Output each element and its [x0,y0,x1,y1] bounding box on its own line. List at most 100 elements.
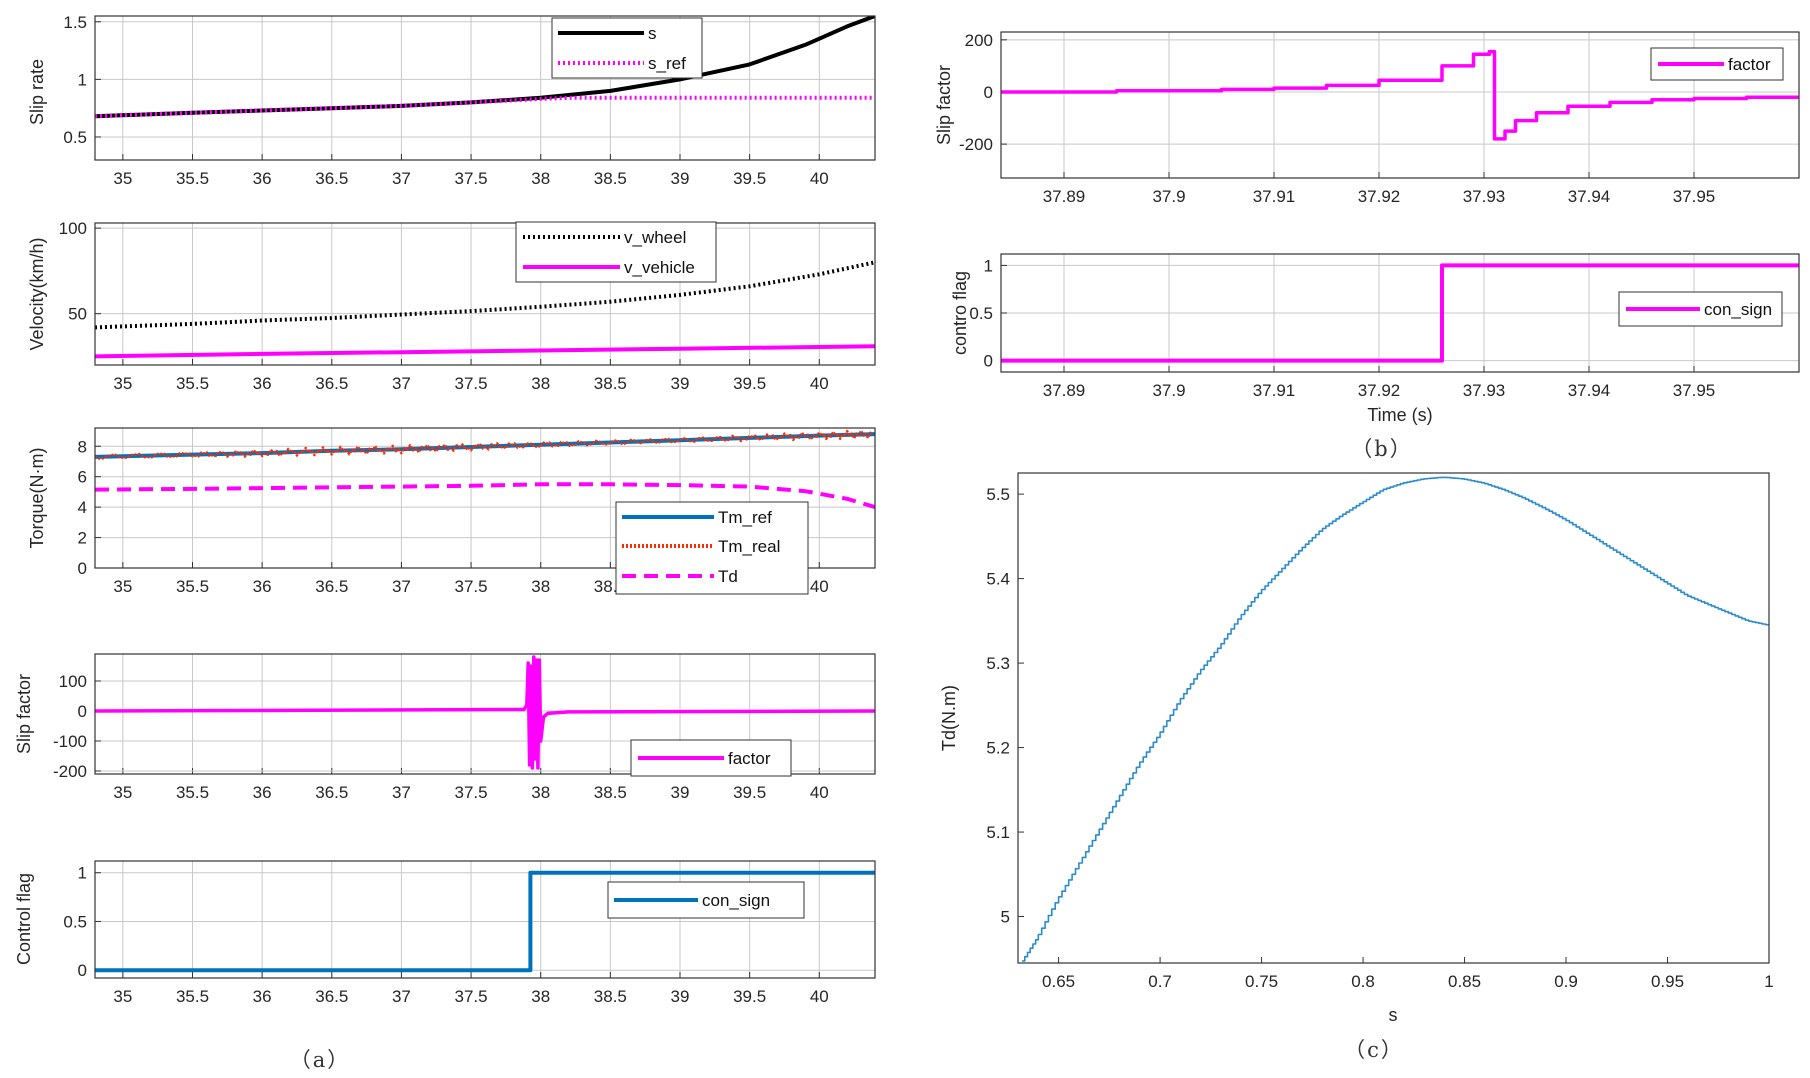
x-tick-label: 38 [531,374,550,393]
x-tick-label: 0.9 [1554,972,1578,991]
y-tick-label: 0 [78,961,87,980]
legend-label-td: Td [718,567,738,586]
x-tick-label: 39 [671,169,690,188]
x-tick-label: 36.5 [315,783,348,802]
y-tick-label: 1 [78,864,87,883]
subplot-td-vs-s: 0.65 0.7 0.75 0.8 0.85 0.9 0.95 1 5 5.1 5.2 5.3 5.4 5… [939,472,1774,1025]
x-tick-label: 39.5 [733,987,766,1006]
x-tick-label: 37 [392,577,411,596]
y-tick-label: 50 [68,305,87,324]
x-tick-label: 38 [531,783,550,802]
ylabel-slip-rate: Slip rate [27,59,47,125]
subplot-control-flag: 35 35.5 36 36.5 37 37.5 38 38.5 39 39.5 40 0 0.5 1 Co… [14,860,876,1006]
ylabel-control-flag: Control flag [14,873,34,965]
x-tick-label: 37.5 [455,987,488,1006]
x-tick-label: 37.94 [1568,381,1611,400]
y-tick-label: 0.5 [63,128,87,147]
legend-label-s-ref: s_ref [648,54,686,73]
series-line-v-wheel [95,260,875,330]
legend: con_sign [607,881,805,919]
legend-label-tm-real: Tm_real [718,537,780,556]
series-line-tm-real [95,429,874,460]
legend-label-s: s [648,24,657,43]
legend: Tm_ref Tm_real Td [615,501,809,595]
x-tick-label: 40 [810,374,829,393]
subplot-b-contro-flag: 37.89 37.9 37.91 37.92 37.93 37.94 37.9500.51 … [950,253,1800,425]
x-tick-label: 39.5 [733,169,766,188]
y-tick-label: 0 [78,559,87,578]
x-tick-label: 38 [531,987,550,1006]
x-tick-label: 38.5 [594,169,627,188]
legend-label-b-factor: factor [1728,55,1771,74]
y-tick-label: 1.5 [63,13,87,32]
x-tick-label: 39 [671,987,690,1006]
y-tick-label: 100 [59,672,87,691]
series-line-factor [1001,49,1799,141]
legend: factor [1650,47,1784,81]
x-tick-label: 36 [253,987,272,1006]
x-tick-label: 37 [392,169,411,188]
x-tick-label: 37 [392,987,411,1006]
y-tick-label: 200 [965,31,993,50]
y-tick-label: 0.5 [969,304,993,323]
xlabel-time: Time (s) [1367,405,1432,425]
x-tick-label: 40 [810,577,829,596]
x-tick-label: 36.5 [315,169,348,188]
x-tick-label: 38.5 [594,374,627,393]
y-tick-label: 5.1 [986,823,1010,842]
x-tick-label: 0.85 [1448,972,1481,991]
x-tick-label: 37.89 [1043,381,1086,400]
ylabel-velocity: Velocity(km/h) [27,237,47,350]
x-tick-label: 36.5 [315,374,348,393]
y-tick-label: 0 [78,702,87,721]
x-tick-label: 39.5 [733,783,766,802]
legend: s s_ref [551,17,703,79]
y-tick-label: 1 [984,256,993,275]
x-tick-label: 38 [531,577,550,596]
x-tick-label: 37.5 [455,169,488,188]
x-tick-label: 35 [113,987,132,1006]
x-tick-label: 1 [1764,972,1773,991]
x-tick-label: 35.5 [176,987,209,1006]
caption-b: （b） [1351,437,1412,461]
ylabel-b-slip-factor: Slip factor [934,65,954,145]
y-tick-label: 5.3 [986,654,1010,673]
ylabel-b-contro-flag: contro flag [950,271,970,355]
subplot-velocity: 35 35.5 36 36.5 37 37.5 38 38.5 39 39.5 40 50 100 Ve… [27,219,876,393]
series-line-td [1022,476,1769,962]
x-tick-label: 38 [531,169,550,188]
caption-c: （c） [1344,1038,1404,1062]
x-tick-label: 37 [392,783,411,802]
legend-label-b-con-sign: con_sign [1704,300,1772,319]
x-tick-label: 37.5 [455,783,488,802]
x-tick-label: 40 [810,783,829,802]
subplot-slip-rate: 35 35.5 36 36.5 37 37.5 38 38.5 39 39.5 400.511.5 … [27,13,876,188]
x-tick-label: 40 [810,987,829,1006]
x-tick-label: 38.5 [594,987,627,1006]
x-tick-label: 39.5 [733,374,766,393]
y-tick-label: 5.5 [986,485,1010,504]
legend-label-factor: factor [728,749,771,768]
legend: factor [630,739,792,777]
series-line-td [95,482,875,510]
x-tick-label: 0.8 [1351,972,1375,991]
y-tick-label: 5.4 [986,570,1010,589]
y-tick-label: 5 [1001,908,1010,927]
caption-a: （a） [290,1048,351,1072]
legend: v_wheel v_vehicle [515,221,717,283]
x-tick-label: 35.5 [176,783,209,802]
x-tick-label: 35.5 [176,169,209,188]
y-tick-label: -200 [959,135,993,154]
x-tick-label: 36.5 [315,577,348,596]
series-line-v-vehicle [95,344,875,359]
x-tick-label: 0.7 [1148,972,1172,991]
x-tick-label: 35.5 [176,577,209,596]
y-tick-label: 0.5 [63,912,87,931]
x-tick-label: 37.9 [1152,187,1185,206]
x-tick-label: 37.91 [1253,187,1296,206]
x-tick-label: 37.93 [1463,187,1506,206]
x-tick-label: 39 [671,374,690,393]
x-tick-label: 35.5 [176,374,209,393]
